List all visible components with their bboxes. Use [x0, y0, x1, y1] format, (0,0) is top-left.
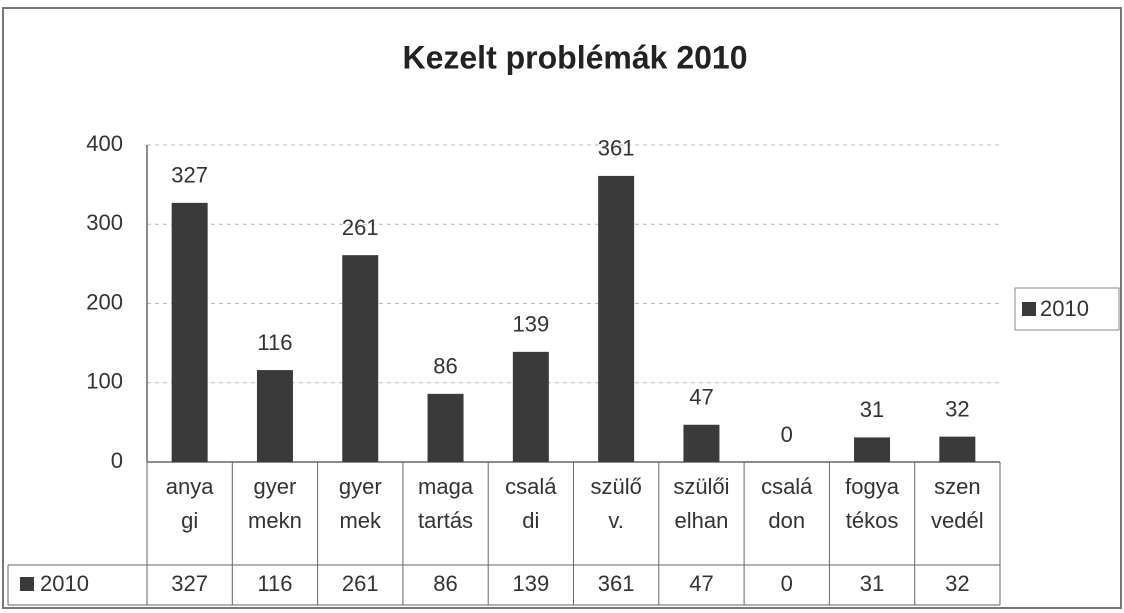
- data-label: 261: [342, 215, 379, 240]
- bar: [854, 437, 891, 462]
- bar: [427, 393, 464, 462]
- x-tick-label: szülő: [590, 474, 641, 499]
- x-tick-label: vedél: [931, 508, 984, 533]
- data-label: 116: [257, 330, 292, 355]
- table-value: 327: [171, 571, 208, 596]
- x-tick-label: elhan: [675, 508, 729, 533]
- x-tick-label: fogya: [845, 474, 900, 499]
- table-legend-key: [20, 577, 34, 591]
- chart-border: [2, 7, 1122, 609]
- x-tick-label: gyer: [254, 474, 297, 499]
- x-tick-label: gi: [181, 508, 198, 533]
- table-value: 31: [860, 571, 884, 596]
- data-label: 47: [689, 385, 713, 410]
- data-label: 32: [945, 396, 969, 421]
- x-tick-label: maga: [418, 474, 474, 499]
- legend-box: [1014, 287, 1120, 331]
- y-tick-label: 200: [86, 289, 123, 314]
- bar: [256, 370, 293, 462]
- table-value: 32: [945, 571, 969, 596]
- x-tick-label: gyer: [339, 474, 382, 499]
- x-tick-label: mekn: [248, 508, 302, 533]
- y-tick-label: 100: [86, 369, 123, 394]
- bar: [171, 202, 208, 463]
- x-tick-label: tékos: [846, 508, 899, 533]
- table-value: 116: [257, 571, 292, 596]
- table-value: 139: [512, 571, 549, 596]
- table-series-name: 2010: [40, 571, 89, 596]
- bar: [939, 436, 976, 462]
- legend-key: [1022, 302, 1036, 316]
- table-value: 0: [781, 571, 793, 596]
- table-value: 86: [433, 571, 457, 596]
- x-tick-label: anya: [166, 474, 214, 499]
- bar: [512, 351, 549, 462]
- data-label: 139: [512, 312, 549, 337]
- y-tick-label: 400: [86, 131, 123, 156]
- y-tick-label: 0: [111, 448, 123, 473]
- x-tick-label: tartás: [418, 508, 473, 533]
- table-value: 47: [689, 571, 713, 596]
- legend-label: 2010: [1040, 296, 1089, 321]
- x-tick-label: don: [768, 508, 805, 533]
- table-value: 361: [598, 571, 635, 596]
- data-label: 361: [598, 136, 635, 161]
- x-tick-label: csalá: [505, 474, 557, 499]
- chart-title: Kezelt problémák 2010: [402, 39, 747, 75]
- bar: [598, 175, 635, 462]
- x-tick-label: szülői: [673, 474, 729, 499]
- x-tick-label: mek: [339, 508, 382, 533]
- data-label: 86: [433, 354, 457, 379]
- x-tick-label: szen: [934, 474, 980, 499]
- bar: [342, 255, 379, 462]
- bar: [683, 424, 720, 462]
- x-tick-label: v.: [608, 508, 623, 533]
- data-label: 0: [781, 422, 793, 447]
- x-tick-label: di: [522, 508, 539, 533]
- y-tick-label: 300: [86, 210, 123, 235]
- table-value: 261: [342, 571, 379, 596]
- data-label: 327: [171, 163, 208, 188]
- x-tick-label: csalá: [761, 474, 813, 499]
- data-label: 31: [860, 397, 884, 422]
